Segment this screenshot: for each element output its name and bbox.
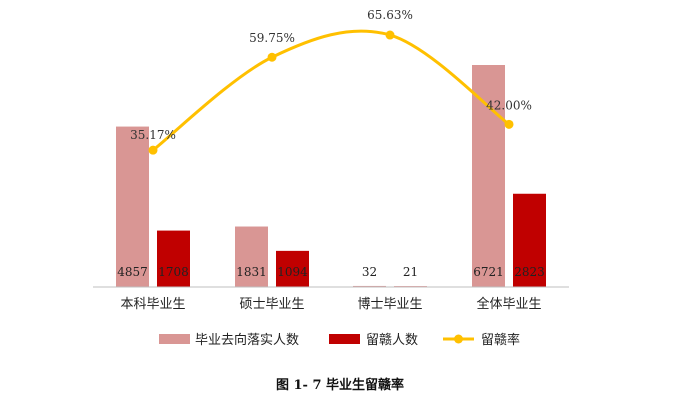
rate-value-label: 42.00% <box>486 98 532 112</box>
rate-point <box>148 145 158 155</box>
bar-value-label: 1831 <box>236 265 267 279</box>
legend-swatch-毕业去向落实人数 <box>159 334 190 344</box>
rate-value-label: 59.75% <box>249 31 295 45</box>
bar-value-label: 6721 <box>473 265 504 279</box>
legend-label: 毕业去向落实人数 <box>195 332 299 348</box>
bar-value-labels: 4857 1708 1831 1094 32 21 6721 2823 <box>117 265 545 279</box>
bar-value-label: 1708 <box>158 265 189 279</box>
legend: 毕业去向落实人数 留赣人数 留赣率 <box>159 332 520 348</box>
bar-毕业去向落实人数 <box>116 126 149 287</box>
bar-留赣人数 <box>513 193 546 287</box>
rate-value-label: 35.17% <box>130 128 176 142</box>
legend-label: 留赣人数 <box>366 333 418 348</box>
bar-value-label: 4857 <box>117 265 148 279</box>
bar-毕业去向落实人数 <box>353 285 386 287</box>
bar-留赣人数 <box>276 250 309 287</box>
chart-canvas: 4857 1708 1831 1094 32 21 6721 2823 本科毕业生 硕士毕业生 博… <box>93 8 569 348</box>
legend-swatch-留赣人数 <box>329 334 360 344</box>
bar-value-label: 1094 <box>277 265 308 279</box>
category-label: 博士毕业生 <box>357 297 422 312</box>
rate-point <box>504 119 514 129</box>
bar-留赣人数 <box>157 230 190 287</box>
bar-value-label: 21 <box>403 265 418 279</box>
bar-毕业去向落实人数 <box>235 226 268 287</box>
bar-毕业去向落实人数 <box>472 65 505 287</box>
figure-caption: 图 1- 7 毕业生留赣率 <box>275 378 405 393</box>
category-label: 全体毕业生 <box>476 296 541 312</box>
rate-value-label: 65.63% <box>367 8 413 22</box>
category-label: 本科毕业生 <box>120 297 185 312</box>
category-labels: 本科毕业生 硕士毕业生 博士毕业生 全体毕业生 <box>120 296 541 312</box>
rate-line-group: 35.17% 59.75% 65.63% 42.00% <box>130 8 532 155</box>
bar-value-label: 32 <box>362 265 377 279</box>
legend-label: 留赣率 <box>481 332 520 348</box>
category-label: 硕士毕业生 <box>239 297 304 312</box>
legend-swatch-marker <box>454 334 463 344</box>
rate-point <box>267 52 277 62</box>
rate-point <box>385 30 395 40</box>
bar-value-label: 2823 <box>514 265 545 279</box>
rate-line <box>151 29 511 152</box>
